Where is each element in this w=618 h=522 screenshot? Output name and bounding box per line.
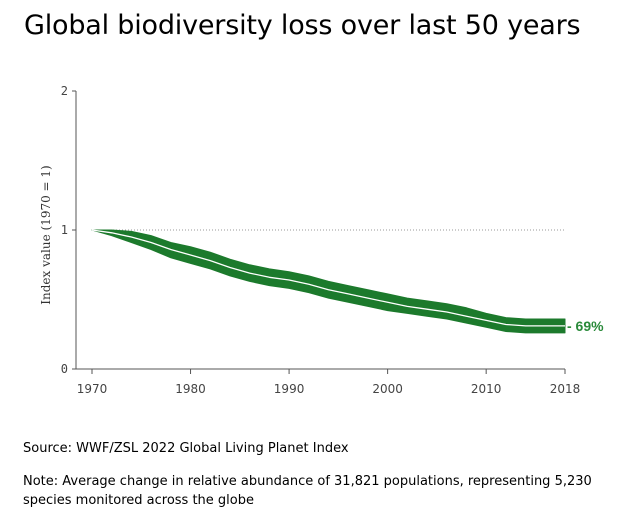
chart-canvas: 0 1 2 1970 1980 1990 2000 2010 2018 Index value (… — [39, 84, 604, 396]
end-change-label: - 69% — [567, 318, 604, 334]
x-tick-label: 2018 — [550, 382, 581, 396]
x-tick-label: 2000 — [372, 382, 403, 396]
x-tick-label: 1990 — [274, 382, 305, 396]
y-tick-label: 0 — [61, 362, 68, 376]
chart-title: Global biodiversity loss over last 50 ye… — [24, 10, 581, 41]
x-tick-label: 2010 — [471, 382, 502, 396]
y-axis-title: Index value (1970 = 1) — [39, 165, 53, 304]
source-text: Source: WWF/ZSL 2022 Global Living Plane… — [23, 441, 349, 456]
index-line — [91, 229, 565, 327]
note-text: Note: Average change in relative abundan… — [23, 474, 592, 508]
y-tick-label: 2 — [61, 84, 68, 98]
x-tick-label: 1980 — [175, 382, 206, 396]
confidence-band — [91, 229, 566, 334]
y-tick-label: 1 — [61, 223, 68, 237]
x-tick-label: 1970 — [77, 382, 108, 396]
